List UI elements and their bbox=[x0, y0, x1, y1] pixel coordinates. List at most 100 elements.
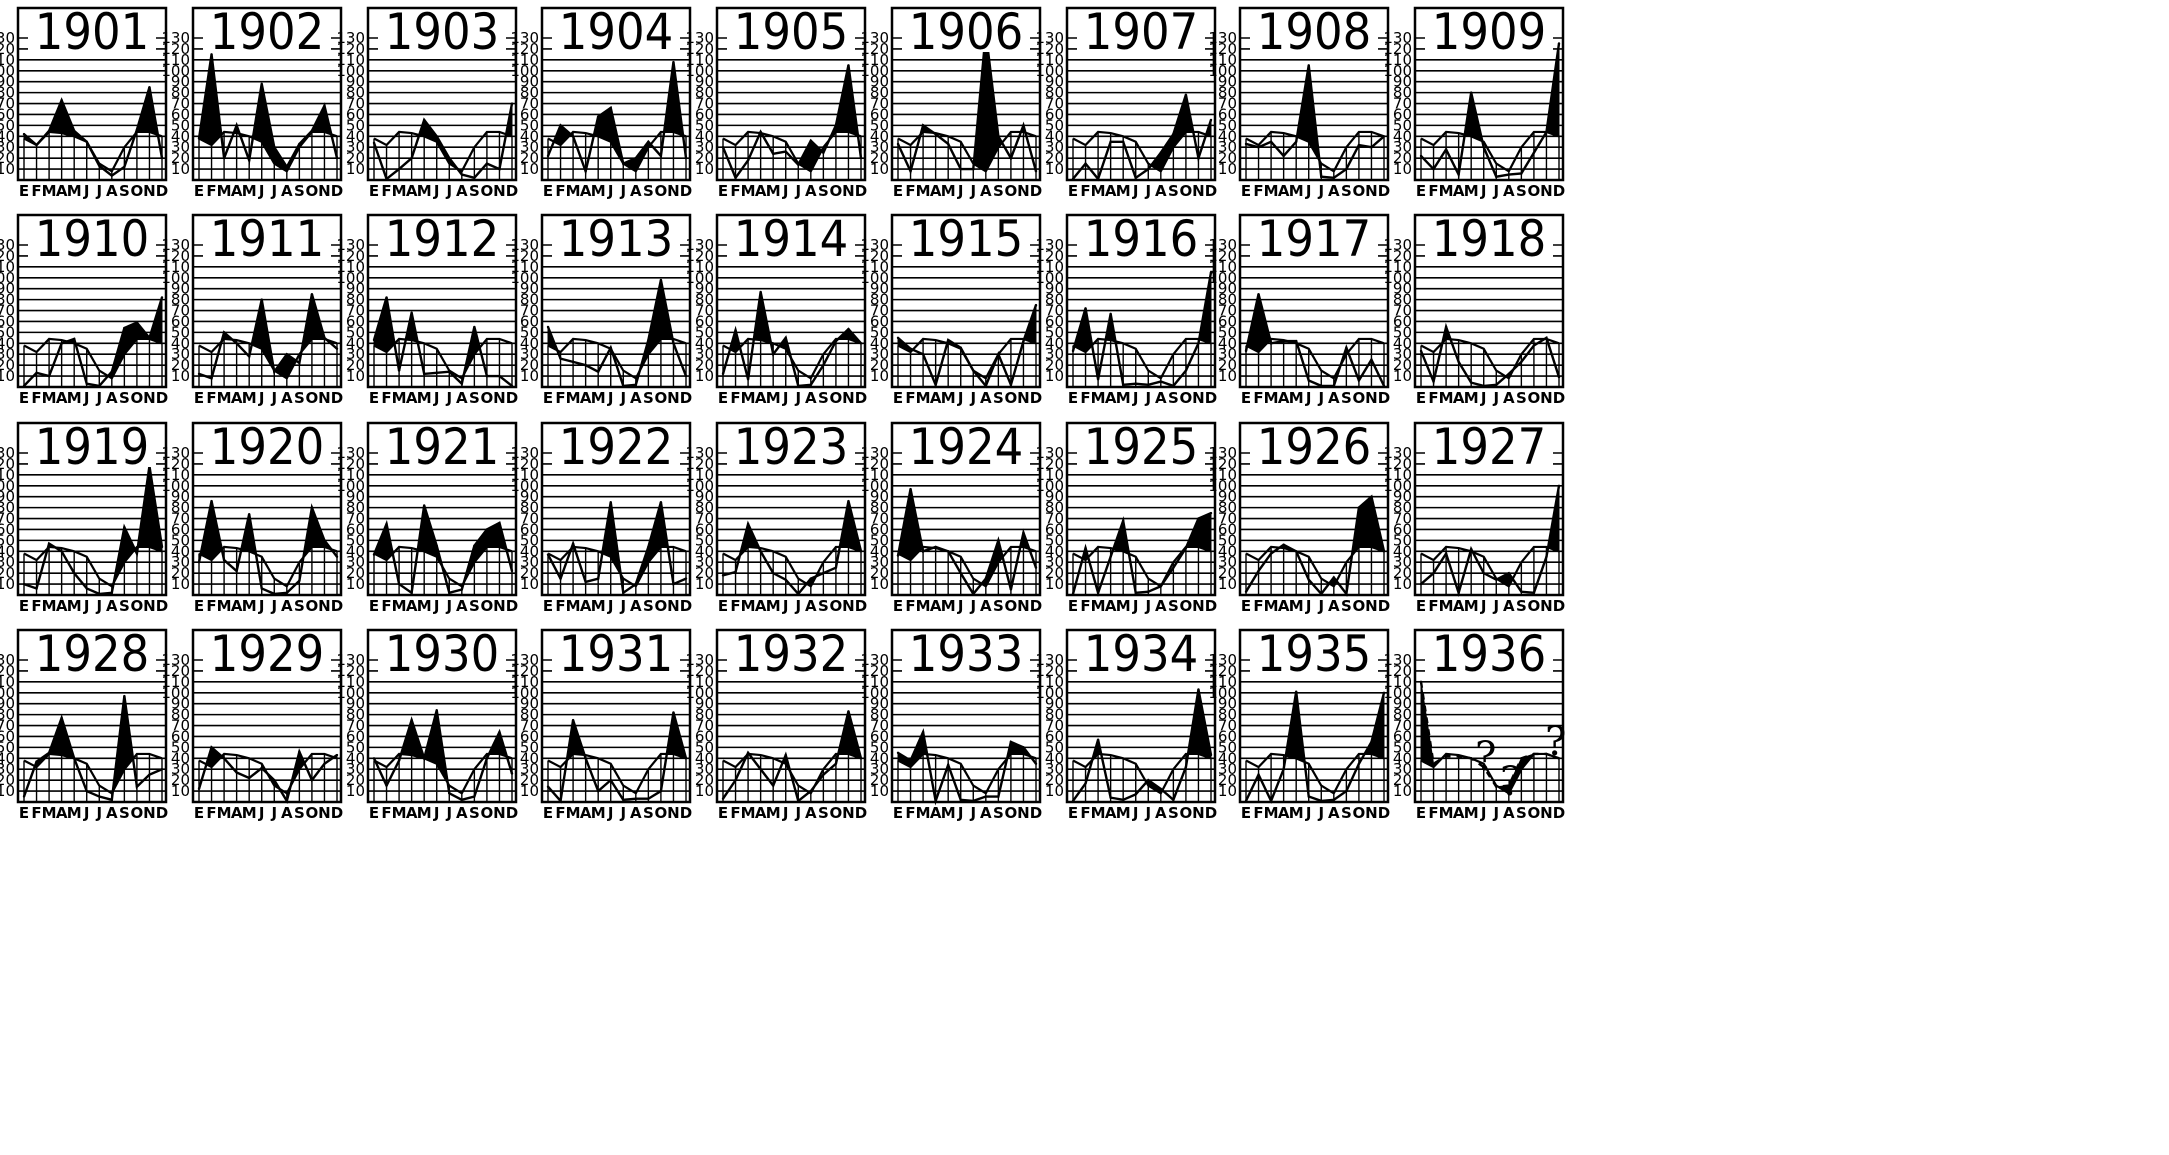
y-tick-label: 20 bbox=[870, 771, 889, 789]
x-tick-label: J bbox=[95, 804, 102, 822]
data-point bbox=[559, 357, 562, 360]
x-tick-label: J bbox=[957, 182, 964, 200]
normal-curve-line bbox=[1245, 752, 1385, 795]
x-tick-label: J bbox=[1132, 597, 1139, 615]
data-point bbox=[1370, 740, 1373, 744]
x-tick-label: N bbox=[493, 804, 506, 822]
x-tick-label: J bbox=[445, 182, 452, 200]
data-point bbox=[1294, 339, 1298, 343]
data-point bbox=[759, 290, 762, 294]
x-tick-label: M bbox=[1116, 182, 1131, 200]
data-point bbox=[260, 82, 263, 86]
x-tick-label: S bbox=[469, 597, 480, 615]
y-tick-label: 30 bbox=[870, 345, 889, 363]
y-tick-label: 130 bbox=[161, 444, 190, 462]
data-point bbox=[1469, 91, 1473, 94]
precipitation-line bbox=[1244, 494, 1386, 597]
y-tick-label: 60 bbox=[1045, 105, 1064, 123]
x-tick-label: A bbox=[1105, 389, 1117, 407]
data-point bbox=[1332, 176, 1336, 180]
x-tick-label: F bbox=[31, 804, 41, 822]
panel-frame bbox=[191, 213, 343, 389]
y-tick-label: 120 bbox=[860, 40, 889, 58]
y-tick-label: 110 bbox=[0, 466, 15, 484]
y-tick-label: 30 bbox=[346, 553, 365, 571]
x-tick-label: D bbox=[855, 389, 867, 407]
y-tick-label: 120 bbox=[1208, 40, 1237, 58]
x-tick-label: A bbox=[1328, 182, 1340, 200]
title-backing bbox=[1250, 636, 1378, 674]
y-tick-label: 70 bbox=[870, 302, 889, 320]
x-tick-label: M bbox=[417, 804, 432, 822]
x-tick-label: J bbox=[445, 597, 452, 615]
data-point bbox=[1457, 360, 1460, 364]
data-point bbox=[1071, 177, 1075, 181]
data-point bbox=[60, 99, 63, 102]
x-tick-label: A bbox=[580, 804, 592, 822]
data-point bbox=[235, 771, 238, 774]
y-tick-label: 30 bbox=[171, 138, 190, 156]
y-tick-label: 70 bbox=[171, 302, 190, 320]
y-tick-label: 120 bbox=[336, 40, 365, 58]
y-tick-label: 90 bbox=[171, 280, 190, 298]
x-tick-label: A bbox=[106, 182, 118, 200]
y-tick-label: 50 bbox=[346, 531, 365, 549]
data-point bbox=[1357, 143, 1361, 147]
y-tick-label: 20 bbox=[870, 564, 889, 582]
x-tick-label: M bbox=[591, 804, 606, 822]
year-label: 1922 bbox=[559, 418, 673, 476]
x-tick-label: N bbox=[1540, 597, 1553, 615]
year-label: 1909 bbox=[1432, 3, 1546, 61]
data-point bbox=[372, 141, 376, 145]
x-tick-label: S bbox=[469, 389, 480, 407]
precipitation-line bbox=[546, 61, 688, 176]
x-tick-label: S bbox=[294, 597, 305, 615]
x-tick-label: J bbox=[95, 389, 102, 407]
y-tick-label: 70 bbox=[870, 717, 889, 735]
year-label: 1905 bbox=[734, 3, 848, 61]
precipitation-line bbox=[197, 500, 338, 596]
y-tick-label: 50 bbox=[1393, 738, 1412, 756]
data-point bbox=[310, 506, 314, 509]
x-tick-label: O bbox=[655, 182, 668, 200]
x-tick-label: N bbox=[143, 389, 156, 407]
data-point bbox=[98, 384, 101, 388]
panel-frame bbox=[1065, 6, 1217, 182]
y-tick-label: 30 bbox=[870, 760, 889, 778]
y-tick-label: 130 bbox=[161, 236, 190, 254]
y-tick-label: 70 bbox=[1393, 95, 1412, 113]
data-point bbox=[1071, 349, 1075, 353]
y-tick-label: 50 bbox=[520, 738, 539, 756]
x-tick-label: A bbox=[456, 804, 468, 822]
y-tick-label: 10 bbox=[1218, 160, 1237, 178]
data-point bbox=[160, 156, 164, 160]
data-point bbox=[1034, 566, 1038, 569]
title-backing bbox=[28, 429, 156, 467]
x-tick-label: M bbox=[242, 389, 257, 407]
panel-frame bbox=[16, 213, 168, 389]
y-tick-label: 110 bbox=[510, 673, 539, 691]
x-tick-label: M bbox=[1264, 597, 1279, 615]
x-tick-label: D bbox=[1378, 597, 1390, 615]
x-tick-label: J bbox=[270, 597, 277, 615]
x-tick-label: A bbox=[980, 597, 992, 615]
data-point bbox=[435, 371, 438, 374]
y-tick-label: 50 bbox=[0, 116, 15, 134]
y-tick-label: 30 bbox=[695, 345, 714, 363]
y-tick-label: 100 bbox=[1208, 684, 1237, 702]
y-tick-label: 100 bbox=[685, 477, 714, 495]
y-tick-label: 90 bbox=[870, 695, 889, 713]
x-tick-label: S bbox=[119, 597, 130, 615]
y-tick-label: 80 bbox=[1218, 706, 1237, 724]
x-tick-label: M bbox=[242, 597, 257, 615]
y-tick-label: 10 bbox=[695, 782, 714, 800]
data-point bbox=[235, 124, 238, 127]
data-point bbox=[1345, 346, 1348, 349]
y-tick-label: 20 bbox=[171, 356, 190, 374]
data-point bbox=[672, 60, 675, 64]
question-mark: ? bbox=[1545, 719, 1566, 765]
data-point bbox=[1419, 680, 1423, 684]
data-point bbox=[1520, 360, 1523, 364]
y-tick-label: 110 bbox=[510, 466, 539, 484]
